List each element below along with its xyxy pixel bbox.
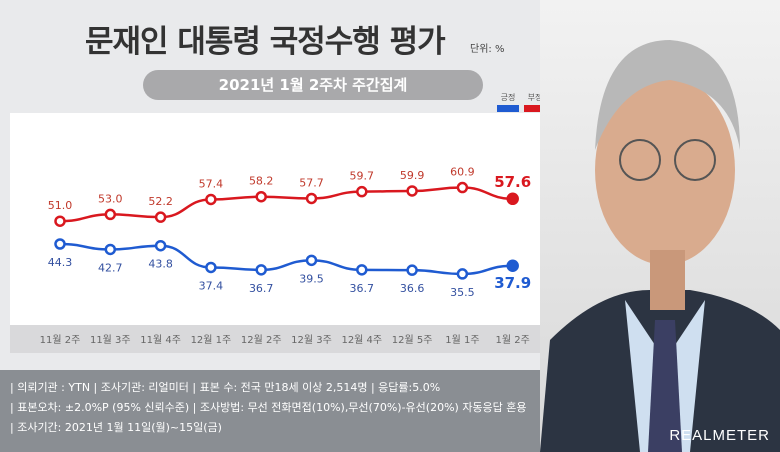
data-point: [205, 193, 217, 206]
data-point: [356, 264, 368, 276]
data-label: 51.0: [48, 199, 73, 212]
data-point: [506, 192, 519, 206]
legend-negative: 부정: [524, 92, 546, 112]
data-point: [104, 243, 117, 256]
x-tick-label: 1월 1주: [445, 334, 479, 346]
data-point: [506, 259, 519, 273]
legend-negative-label: 부정: [527, 93, 543, 102]
data-point: [54, 215, 66, 227]
x-tick-label: 11월 3주: [90, 334, 131, 346]
x-tick-label: 12월 1주: [191, 334, 232, 346]
data-point: [205, 261, 217, 274]
survey-info-line: | 의뢰기관 : YTN | 조사기관: 리얼미터 | 표본 수: 전국 만18…: [10, 381, 441, 394]
data-label: 39.5: [299, 272, 324, 285]
x-tick-label: 11월 4주: [140, 334, 181, 346]
series-line-negative: [59, 186, 513, 223]
data-label: 60.9: [450, 166, 475, 179]
portrait-photo: REALMETER: [540, 0, 780, 452]
data-point: [305, 254, 318, 267]
data-point: [456, 181, 469, 194]
data-label: 52.2: [148, 195, 173, 208]
page-title: 문재인 대통령 국정수행 평가: [85, 24, 446, 60]
data-label: 44.3: [48, 256, 73, 269]
legend-positive-label: 긍정: [500, 93, 516, 102]
data-label: 36.6: [400, 282, 425, 295]
data-label: 37.9: [494, 274, 531, 292]
data-point: [456, 268, 469, 280]
data-label: 59.9: [400, 169, 425, 182]
data-point: [154, 239, 167, 252]
series-line-positive: [59, 242, 513, 276]
x-tick-label: 1월 2주: [496, 334, 530, 346]
plot-area: [10, 113, 555, 325]
x-tick-label: 12월 5주: [392, 334, 433, 346]
data-point: [406, 264, 418, 276]
x-axis-band: [10, 325, 555, 353]
data-label: 35.5: [450, 286, 475, 299]
data-point: [305, 192, 318, 205]
x-tick-label: 12월 2주: [241, 334, 282, 346]
data-label: 36.7: [350, 282, 375, 295]
x-tick-label: 11월 2주: [40, 334, 81, 346]
data-label: 59.7: [350, 170, 375, 183]
unit-label: 단위: %: [470, 44, 505, 55]
x-tick-label: 12월 3주: [291, 334, 332, 346]
realmeter-logo: REALMETER: [669, 427, 770, 444]
data-point: [406, 185, 418, 197]
data-label: 57.4: [199, 177, 224, 190]
data-point: [356, 185, 368, 198]
data-label: 43.8: [148, 258, 173, 271]
x-tick-label: 12월 4주: [341, 334, 382, 346]
data-label: 58.2: [249, 175, 274, 188]
data-label: 57.7: [299, 176, 324, 189]
data-point: [255, 190, 267, 203]
data-label: 37.4: [199, 279, 224, 292]
data-label: 53.0: [98, 192, 123, 205]
survey-info-line: | 표본오차: ±2.0%P (95% 신뢰수준) | 조사방법: 무선 전화면…: [10, 401, 527, 414]
data-point: [255, 264, 267, 276]
legend-positive: 긍정: [497, 92, 519, 112]
data-point: [154, 211, 167, 223]
data-label: 36.7: [249, 282, 274, 295]
data-label: 57.6: [494, 173, 531, 191]
data-label: 42.7: [98, 261, 123, 274]
subtitle-pill: 2021년 1월 2주차 주간집계: [143, 70, 483, 100]
survey-info-line: | 조사기간: 2021년 1월 11일(월)~15일(금): [10, 421, 222, 434]
data-point: [54, 238, 66, 250]
data-point: [104, 208, 117, 221]
line-chart: 11월 2주 11월 3주 11월 4주 12월 1주 12월 2주 12월 3주 12월 …: [40, 166, 532, 346]
